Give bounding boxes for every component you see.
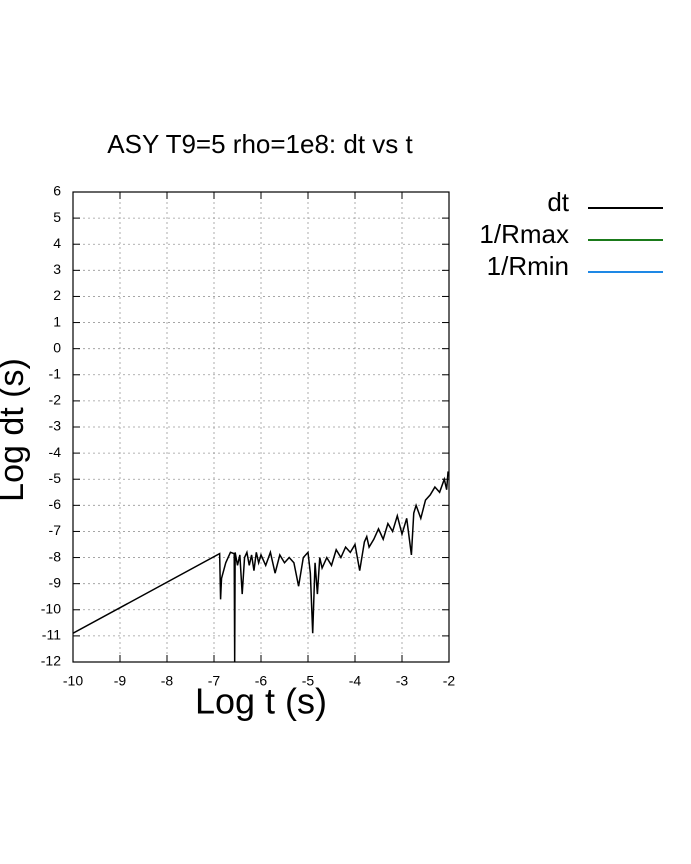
y-tick-label: -2 [49,392,62,408]
legend-label: 1/Rmin [487,251,569,281]
y-tick-label: -11 [42,627,61,643]
x-tick-label: -2 [443,673,456,689]
x-tick-label: -6 [255,673,268,689]
x-axis-label: Log t (s) [195,681,327,722]
y-tick-label: -5 [49,470,62,486]
y-tick-label: 2 [53,287,61,303]
legend-label: dt [547,187,569,217]
y-tick-label: 0 [53,339,61,355]
y-tick-label: -10 [41,600,61,616]
y-tick-label: -12 [41,653,61,669]
x-tick-label: -3 [396,673,409,689]
y-tick-label: -6 [49,496,62,512]
y-tick-label: -9 [49,574,62,590]
y-tick-label: 6 [53,183,61,199]
legend-label: 1/Rmax [479,219,569,249]
plot-frame [72,191,450,663]
x-tick-label: -8 [161,673,174,689]
x-tick-label: -7 [208,673,221,689]
x-tick-label: -9 [114,673,127,689]
y-axis-label: Log dt (s) [0,358,31,502]
y-tick-label: 1 [53,313,61,329]
y-tick-label: -4 [49,444,62,460]
data-line [73,471,449,662]
y-tick-label: -3 [49,418,62,434]
x-tick-label: -5 [302,673,315,689]
y-tick-label: 4 [53,235,61,251]
x-tick-label: -4 [349,673,362,689]
x-tick-label: -10 [63,673,83,689]
y-tick-label: 5 [53,209,61,225]
y-tick-label: -1 [49,365,62,381]
y-tick-label: -8 [49,548,62,564]
chart-title: ASY T9=5 rho=1e8: dt vs t [107,129,413,159]
y-tick-label: 3 [53,261,61,277]
y-tick-label: -7 [49,522,62,538]
